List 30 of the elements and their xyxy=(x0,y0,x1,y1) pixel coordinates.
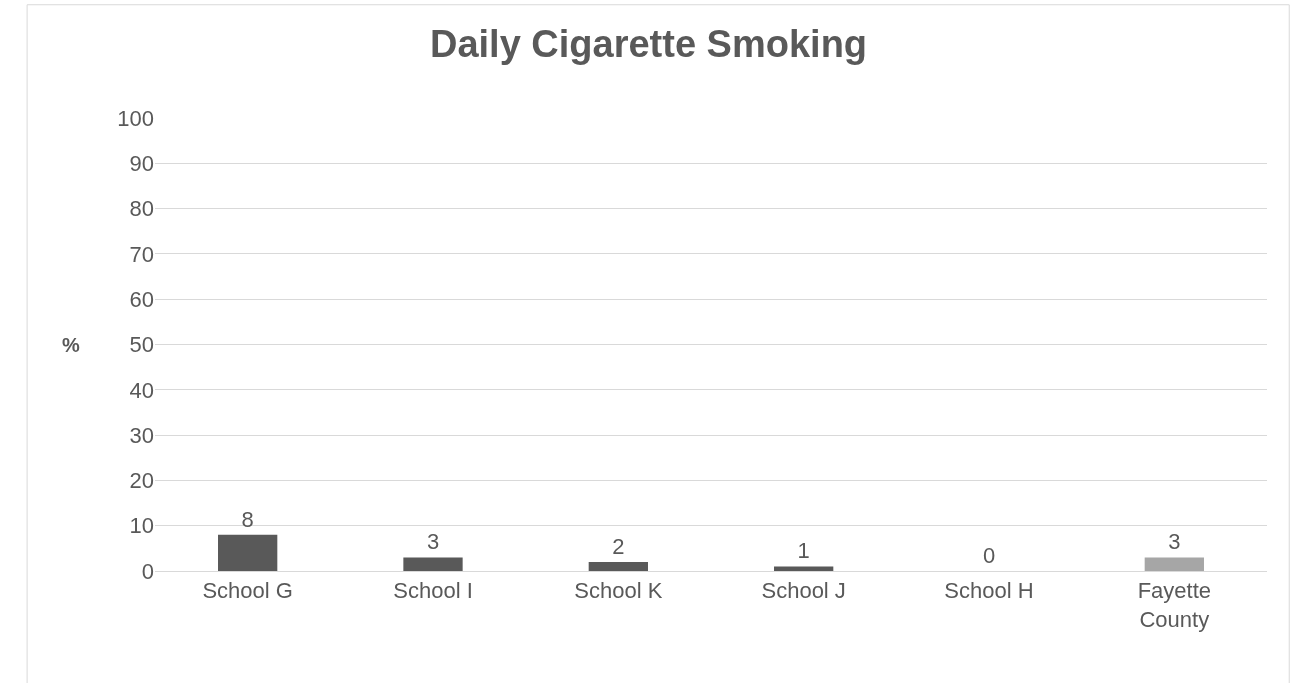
data-label: 3 xyxy=(426,529,440,555)
y-tick-label: 40 xyxy=(129,377,154,403)
x-tick-label: School I xyxy=(393,578,473,604)
data-label: 1 xyxy=(797,538,810,564)
y-tick-label: 30 xyxy=(129,422,154,448)
y-axis-title: % xyxy=(62,334,80,356)
y-tick-label: 0 xyxy=(141,558,154,584)
x-tick-label: School J xyxy=(761,578,846,604)
y-tick-label: 90 xyxy=(129,151,154,176)
y-tick-label: 60 xyxy=(129,286,154,312)
x-tick-label: School H xyxy=(944,578,1034,604)
data-label: 2 xyxy=(612,533,625,559)
bar xyxy=(774,566,834,571)
data-label: 8 xyxy=(241,506,254,532)
y-tick-label: 70 xyxy=(129,241,154,267)
y-tick-label: 50 xyxy=(129,332,154,358)
y-tick-label: 20 xyxy=(129,468,154,494)
x-tick-label: School G xyxy=(202,578,293,604)
bar xyxy=(403,557,463,571)
bar xyxy=(588,561,648,571)
bar xyxy=(1144,557,1204,571)
chart-title: Daily Cigarette Smoking xyxy=(429,23,868,66)
x-tick-label: Fayette County xyxy=(1137,578,1212,632)
y-tick-label: 80 xyxy=(129,196,154,222)
data-label: 0 xyxy=(982,543,996,568)
bar xyxy=(218,534,278,571)
y-tick-label: 100 xyxy=(117,105,154,131)
y-tick-label: 10 xyxy=(129,513,154,539)
data-label: 3 xyxy=(1168,529,1181,555)
x-tick-label: School K xyxy=(574,578,663,604)
